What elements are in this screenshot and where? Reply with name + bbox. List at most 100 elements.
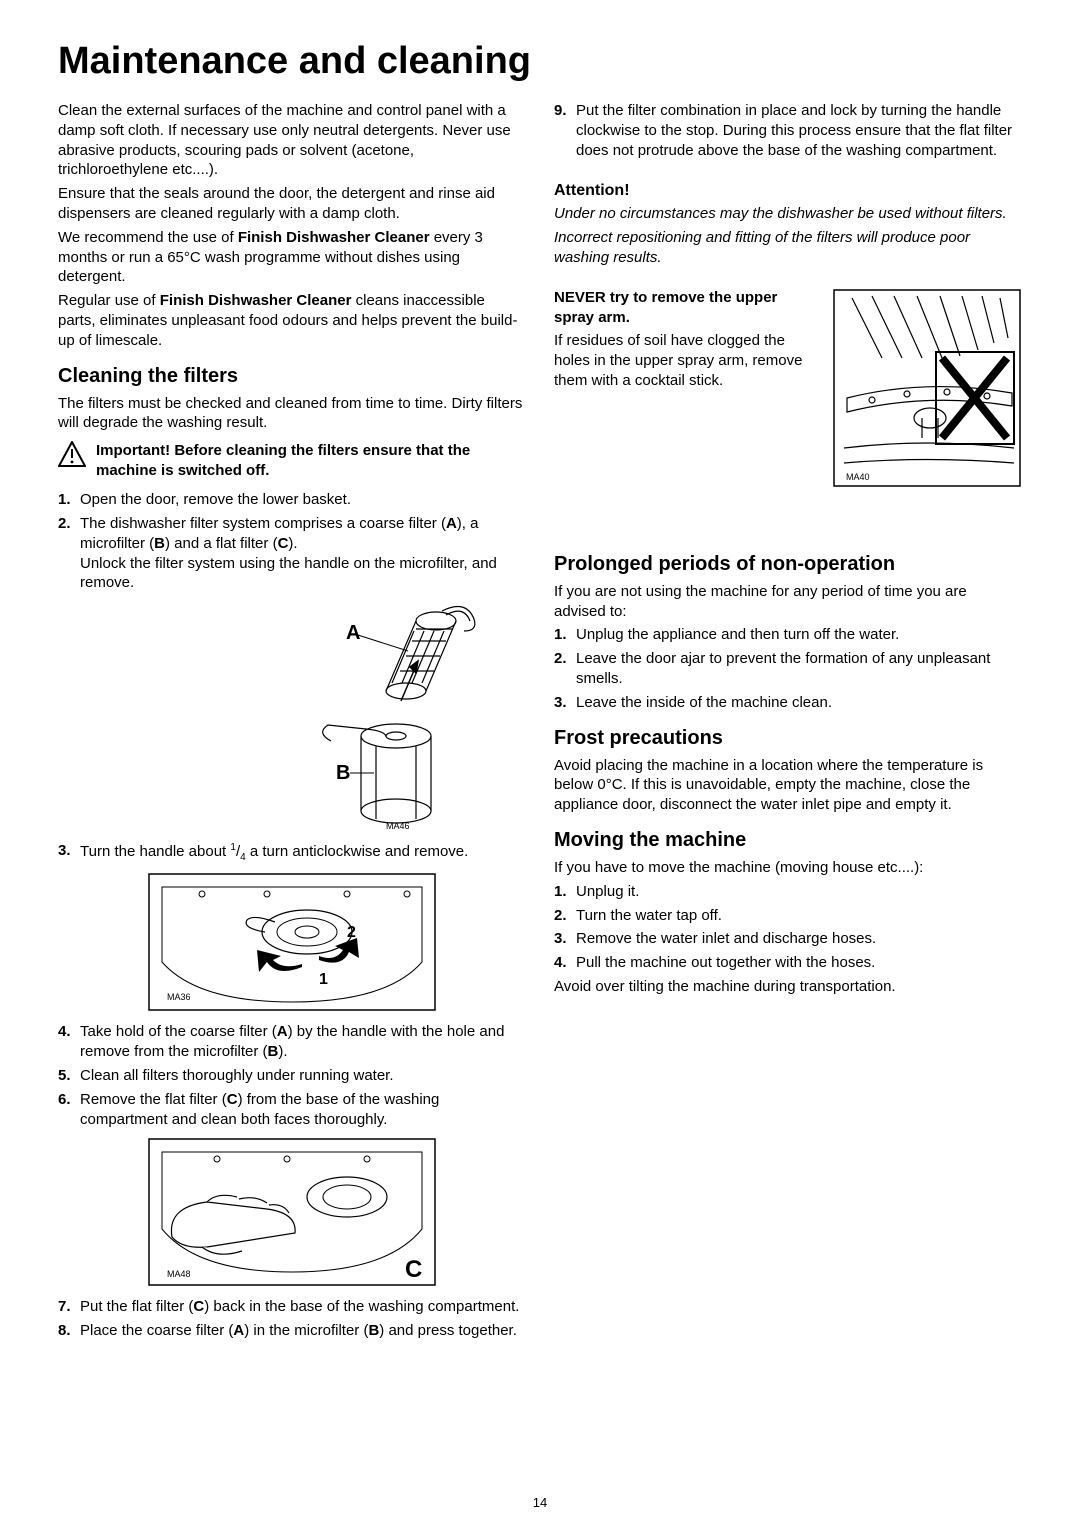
num: 2. [554,906,567,926]
step-7: 7. Put the flat filter (C) back in the b… [58,1297,526,1317]
cleaning-filters-intro: The filters must be checked and cleaned … [58,394,526,434]
text-bold: Finish Dishwasher Cleaner [160,292,352,309]
intro-p3: We recommend the use of Finish Dishwashe… [58,228,526,287]
text: Turn the handle about [80,843,230,860]
prolonged-s1: 1. Unplug the appliance and then turn off… [554,625,1022,645]
text: Unplug the appliance and then turn off t… [576,626,899,643]
num: 1. [58,490,71,510]
moving-intro: If you have to move the machine (moving … [554,858,1022,878]
left-column: Clean the external surfaces of the machi… [58,101,526,1345]
moving-s1: 1.Unplug it. [554,882,1022,902]
frost-heading: Frost precautions [554,727,1022,750]
filter-a: A [233,1322,244,1339]
moving-s2: 2. Turn the water tap off. [554,906,1022,926]
text-bold: Finish Dishwasher Cleaner [238,229,430,246]
text: Clean all filters thoroughly under runni… [80,1067,394,1084]
prolonged-steps: 1. Unplug the appliance and then turn off… [554,625,1022,712]
label-b: B [336,762,350,784]
filter-step-3: 3. Turn the handle about 1/4 a turn anti… [58,841,526,864]
figure-ma46: A B MA46 [58,601,526,831]
num: 6. [58,1090,71,1110]
figure-ma40: MA40 [832,288,1022,493]
figure-ma36: 2 1 MA36 [58,872,526,1012]
intro-p4: Regular use of Finish Dishwasher Cleaner… [58,291,526,350]
prolonged-s2: 2. Leave the door ajar to prevent the for… [554,649,1022,689]
filter-b: B [368,1322,379,1339]
text: Leave the inside of the machine clean. [576,694,832,711]
filter-a: A [446,515,457,532]
num: 2. [58,514,71,534]
filter-step-9: 9. Put the filter combination in place an… [554,101,1022,160]
prolonged-intro: If you are not using the machine for any… [554,582,1022,622]
text: Leave the door ajar to prevent the forma… [576,650,990,687]
moving-s3: 3.Remove the water inlet and discharge h… [554,929,1022,949]
num: 1. [554,625,567,645]
text: Take hold of the coarse filter ( [80,1023,277,1040]
filter-steps-4-6: 4. Take hold of the coarse filter (A) by… [58,1022,526,1129]
intro-p1: Clean the external surfaces of the machi… [58,101,526,180]
num: 8. [58,1321,71,1341]
filter-steps-1-2: 1. Open the door, remove the lower basket… [58,490,526,593]
num: 7. [58,1297,71,1317]
prolonged-s3: 3.Leave the inside of the machine clean. [554,693,1022,713]
fig-caption: MA46 [386,821,410,831]
text: Put the filter combination in place and … [576,102,1012,159]
step-6: 6. Remove the flat filter (C) from the b… [58,1090,526,1130]
text: Open the door, remove the lower basket. [80,491,351,508]
warning-icon [58,441,86,472]
moving-s4: 4.Pull the machine out together with the… [554,953,1022,973]
text: ). [288,535,297,552]
text: The dishwasher filter system comprises a… [80,515,446,532]
step-5: 5. Clean all filters thoroughly under run… [58,1066,526,1086]
filter-steps-7-8: 7. Put the flat filter (C) back in the b… [58,1297,526,1341]
step-3: 3. Turn the handle about 1/4 a turn anti… [58,841,526,864]
text: Turn the water tap off. [576,907,722,924]
svg-text:1: 1 [319,971,328,988]
cleaning-filters-heading: Cleaning the filters [58,365,526,388]
step-1: 1. Open the door, remove the lower basket… [58,490,526,510]
moving-heading: Moving the machine [554,829,1022,852]
num: 1. [554,882,567,902]
text: Unlock the filter system using the handl… [80,555,497,592]
text: Remove the water inlet and discharge hos… [576,930,876,947]
num: 4. [58,1022,71,1042]
text: Regular use of [58,292,160,309]
frost-body: Avoid placing the machine in a location … [554,756,1022,815]
step-9: 9. Put the filter combination in place an… [554,101,1022,160]
attention-p2: Incorrect repositioning and fitting of t… [554,228,1022,268]
filter-b: B [268,1043,279,1060]
warning-text: Important! Before cleaning the filters e… [96,441,526,480]
text: Remove the flat filter ( [80,1091,227,1108]
step-8: 8. Place the coarse filter (A) in the mi… [58,1321,526,1341]
warning-block: Important! Before cleaning the filters e… [58,441,526,480]
moving-steps: 1.Unplug it. 2. Turn the water tap off. 3… [554,882,1022,973]
num: 3. [58,841,71,861]
text: a turn anticlockwise and remove. [246,843,469,860]
num: 9. [554,101,567,121]
moving-outro: Avoid over tilting the machine during tr… [554,977,1022,997]
spray-arm-body: If residues of soil have clogged the hol… [554,331,818,390]
text: Put the flat filter ( [80,1298,193,1315]
num: 2. [554,649,567,669]
filter-b: B [154,535,165,552]
filter-c: C [278,535,289,552]
text: Pull the machine out together with the h… [576,954,875,971]
prolonged-heading: Prolonged periods of non-operation [554,553,1022,576]
page-number: 14 [0,1495,1080,1510]
label-a: A [346,622,360,644]
text: Place the coarse filter ( [80,1322,233,1339]
text: ) and a flat filter ( [165,535,278,552]
filter-a: A [277,1023,288,1040]
right-column: 9. Put the filter combination in place an… [554,101,1022,1345]
spray-arm-block: NEVER try to remove the upper spray arm.… [554,288,1022,493]
attention-p1: Under no circumstances may the dishwashe… [554,204,1022,224]
fig-caption: MA36 [167,992,191,1002]
fig-caption: MA48 [167,1269,191,1279]
intro-p2: Ensure that the seals around the door, t… [58,184,526,224]
page-title: Maintenance and cleaning [58,40,1022,83]
text: ) and press together. [379,1322,517,1339]
num: 5. [58,1066,71,1086]
filter-c: C [227,1091,238,1108]
step-4: 4. Take hold of the coarse filter (A) by… [58,1022,526,1062]
spray-arm-heading: NEVER try to remove the upper spray arm. [554,288,818,328]
